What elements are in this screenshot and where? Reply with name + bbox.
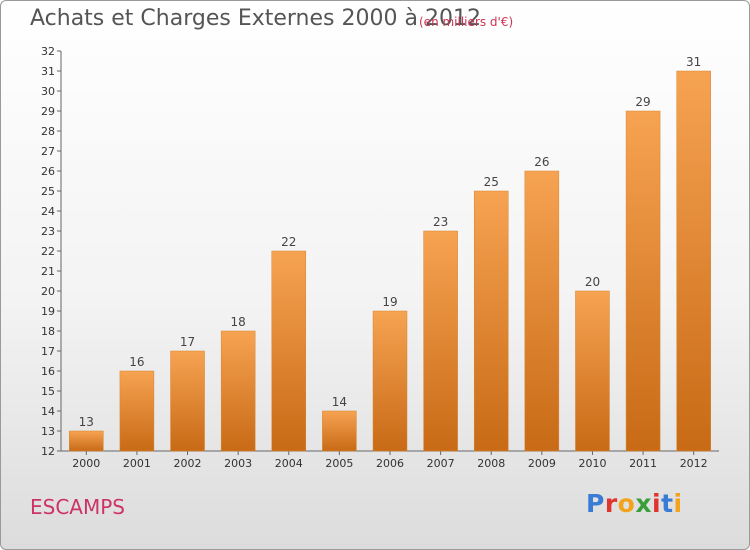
bar-value-label: 14 [332,395,347,409]
bar [220,330,256,452]
bar-value-label: 20 [585,275,600,289]
bar-value-label: 26 [534,155,549,169]
bar [322,410,357,452]
x-tick-label: 2004 [275,457,303,470]
y-tick-label: 19 [41,305,55,318]
y-tick-label: 28 [41,125,55,138]
logo-letter: r [604,489,618,518]
y-tick-label: 13 [41,425,55,438]
x-tick-label: 2005 [325,457,353,470]
bar-value-label: 22 [281,235,296,249]
bar [625,110,661,452]
bar-value-label: 23 [433,215,448,229]
bar [170,350,205,452]
proxiti-logo: Proxiti [586,489,683,518]
bar [372,310,408,452]
x-tick-label: 2008 [477,457,505,470]
y-tick-label: 32 [41,45,55,58]
y-tick-label: 27 [41,145,55,158]
x-tick-label: 2006 [376,457,404,470]
bar-value-label: 18 [231,315,246,329]
bar [575,290,610,452]
y-tick-label: 21 [41,265,55,278]
y-tick-label: 17 [41,345,55,358]
bar-value-label: 31 [686,55,701,69]
bar [69,430,104,452]
y-tick-label: 29 [41,105,55,118]
y-tick-label: 18 [41,325,55,338]
x-axis: 2000 2001 2002 2003 2004 2005 2006 2007 2008 2009… [61,450,719,470]
bar [271,250,307,452]
y-tick-label: 23 [41,225,55,238]
y-tick-label: 24 [41,205,55,218]
bar [423,230,458,452]
logo-letter: P [586,489,605,518]
logo-letter: x [635,489,652,518]
y-tick-label: 20 [41,285,55,298]
x-tick-label: 2009 [528,457,556,470]
y-tick-label: 16 [41,365,55,378]
x-tick-label: 2003 [224,457,252,470]
chart-subtitle: (en milliers d'€) [419,15,514,29]
bar [524,170,560,452]
x-tick-label: 2000 [72,457,100,470]
y-tick-label: 25 [41,185,55,198]
logo-letter: o [617,489,636,518]
bar-value-label: 16 [129,355,144,369]
bar-value-label: 19 [382,295,397,309]
bar-value-label: 13 [79,415,94,429]
x-tick-label: 2007 [427,457,455,470]
y-tick-label: 31 [41,65,55,78]
bar-value-label: 17 [180,335,195,349]
y-tick-label: 22 [41,245,55,258]
data-labels: 13 16 17 18 22 14 19 23 25 26 20 29 31 [79,55,702,429]
x-tick-label: 2012 [680,457,708,470]
logo-letter: i [652,489,662,518]
x-tick-label: 2011 [629,457,657,470]
logo-letter: t [661,489,674,518]
chart-title: Achats et Charges Externes 2000 à 2012 [30,6,481,31]
y-tick-label: 14 [41,405,55,418]
x-tick-label: 2001 [123,457,151,470]
bar-value-label: 25 [484,175,499,189]
bar-value-label: 29 [635,95,650,109]
bars [69,70,711,452]
y-tick-label: 15 [41,385,55,398]
x-tick-label: 2010 [578,457,606,470]
bar [473,190,509,452]
y-tick-label: 12 [41,445,55,458]
y-tick-label: 26 [41,165,55,178]
bar [676,70,711,452]
commune-name: ESCAMPS [30,495,125,519]
logo-letter: i [673,489,683,518]
y-axis: 12 13 14 15 16 17 18 19 20 21 22 23 24 25 26 27 28 29 30 31… [41,45,62,458]
bar [119,370,155,452]
y-tick-label: 30 [41,85,55,98]
x-tick-label: 2002 [174,457,202,470]
